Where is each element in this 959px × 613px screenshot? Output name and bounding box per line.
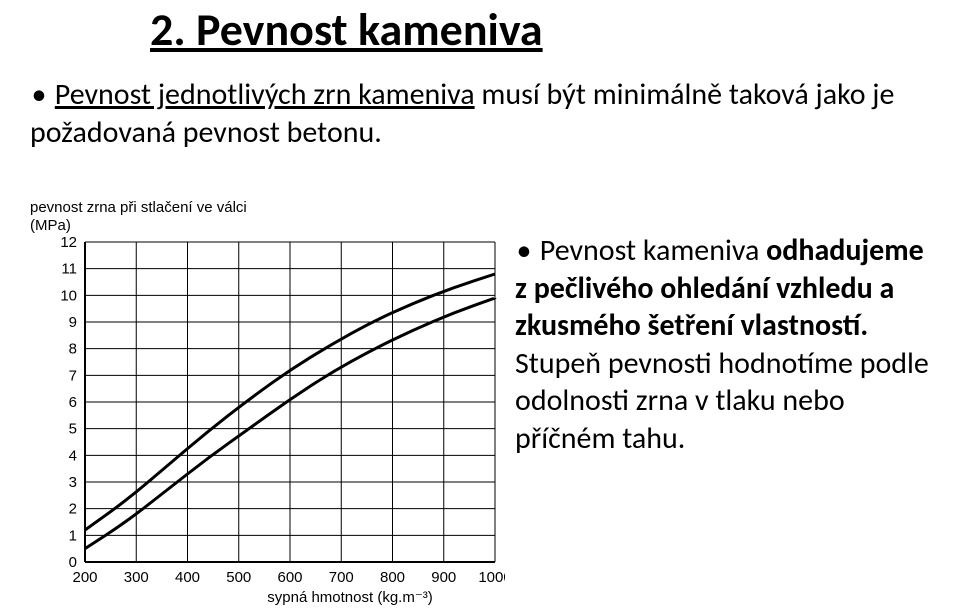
x-axis-label: sypná hmotnost (kg.m⁻³) [267,589,432,606]
y-tick-label: 6 [69,394,77,411]
y-tick-label: 8 [69,341,77,358]
x-tick-label: 500 [226,569,251,586]
x-tick-label: 600 [277,569,302,586]
page-title: 2. Pevnost kameniva [150,2,929,58]
right-line1-prefix: Pevnost kameniva [540,232,766,269]
x-tick-label: 700 [329,569,354,586]
y-tick-label: 5 [69,421,77,438]
page: 2. Pevnost kameniva • Pevnost jednotlivý… [0,2,959,613]
y-tick-label: 1 [69,527,77,544]
y-tick-label: 4 [69,447,77,464]
bullet-icon: • [30,76,48,114]
x-tick-label: 300 [124,569,149,586]
lower-container: pevnost zrna při stlačení ve válci(MPa)0… [30,197,929,607]
y-tick-label: 12 [60,234,77,251]
right-line2: Stupeň pevnosti hodnotíme podle odolnost… [515,345,929,457]
y-axis-label-2: (MPa) [30,217,71,234]
right-paragraph: • Pevnost kameniva odhadujeme z pečlivéh… [505,197,929,457]
bullet-icon: • [515,232,533,270]
y-tick-label: 7 [69,367,77,384]
y-tick-label: 11 [61,261,77,278]
x-tick-label: 400 [175,569,200,586]
intro-underlined: Pevnost jednotlivých zrn kameniva [55,76,475,113]
strength-chart: pevnost zrna při stlačení ve válci(MPa)0… [30,197,505,607]
y-tick-label: 9 [69,314,77,331]
intro-paragraph: • Pevnost jednotlivých zrn kameniva musí… [30,76,929,151]
y-tick-label: 3 [69,474,77,491]
y-tick-label: 2 [69,501,77,518]
x-tick-label: 200 [72,569,97,586]
x-tick-label: 900 [431,569,456,586]
x-tick-label: 1000 [478,569,505,586]
x-tick-label: 800 [380,569,405,586]
y-tick-label: 10 [60,287,77,304]
chart-container: pevnost zrna při stlačení ve válci(MPa)0… [30,197,505,607]
y-axis-label-1: pevnost zrna při stlačení ve válci [30,199,247,216]
